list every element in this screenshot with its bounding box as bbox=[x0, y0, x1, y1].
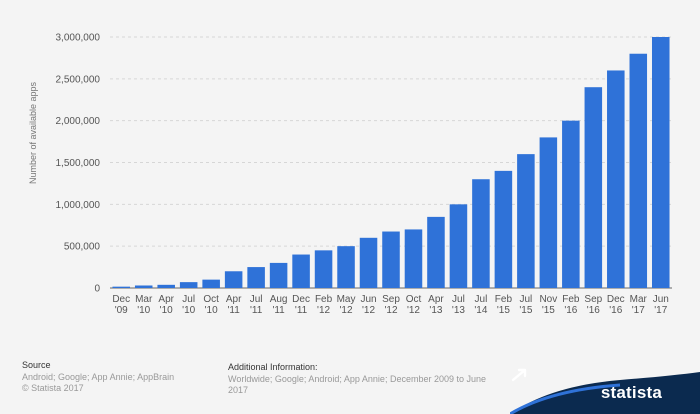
x-tick-label: Aug '11 bbox=[270, 294, 288, 316]
copyright-line: © Statista 2017 bbox=[22, 383, 84, 393]
x-tick-label: May '12 bbox=[337, 294, 356, 316]
y-tick-label: 500,000 bbox=[64, 242, 101, 253]
bar bbox=[134, 285, 153, 288]
y-axis-ticks: 0 500,000 1,000,000 1,500,000 2,000,000 2,500… bbox=[56, 33, 101, 295]
x-tick-label: Mar '10 bbox=[135, 294, 153, 316]
bar bbox=[359, 237, 378, 288]
bar bbox=[292, 254, 310, 288]
y-tick-label: 1,000,000 bbox=[56, 200, 101, 211]
bar bbox=[179, 282, 198, 288]
x-tick-label: Feb '16 bbox=[562, 294, 580, 316]
brand-arrow-icon bbox=[511, 368, 527, 382]
bar bbox=[449, 204, 468, 288]
x-tick-label: Jun '12 bbox=[360, 294, 376, 316]
x-tick-label: Apr '10 bbox=[158, 294, 174, 316]
bar bbox=[247, 267, 265, 288]
x-tick-label: Oct '12 bbox=[406, 294, 422, 316]
bar bbox=[472, 179, 490, 288]
x-tick-label: Jul '14 bbox=[474, 294, 487, 316]
bar bbox=[539, 137, 558, 288]
x-tick-label: Jul '15 bbox=[519, 294, 532, 316]
statista-logo: statista bbox=[510, 366, 700, 414]
additional-info-block: Additional Information: Worldwide; Googl… bbox=[228, 362, 518, 396]
bar bbox=[112, 286, 131, 288]
bar bbox=[224, 271, 243, 288]
x-tick-label: Nov '15 bbox=[539, 294, 557, 316]
bars bbox=[112, 37, 670, 289]
source-heading: Source bbox=[22, 360, 51, 370]
bar bbox=[202, 279, 220, 288]
brand-name: statista bbox=[600, 383, 662, 402]
x-tick-label: Jul '13 bbox=[452, 294, 465, 316]
x-tick-label: Sep '12 bbox=[382, 294, 400, 316]
bar bbox=[607, 70, 625, 288]
bar bbox=[427, 216, 445, 288]
bar bbox=[629, 53, 648, 288]
x-tick-label: Apr '13 bbox=[428, 294, 444, 316]
x-axis-ticks: Dec '09 Mar '10 Apr '10 Jul '10 Oct '10 Apr '11 Jul '… bbox=[112, 294, 668, 316]
y-tick-label: 3,000,000 bbox=[56, 33, 101, 44]
source-line: Android; Google; App Annie; AppBrain bbox=[22, 372, 175, 382]
bar bbox=[494, 170, 513, 288]
bar bbox=[157, 284, 175, 288]
y-tick-label: 0 bbox=[94, 284, 100, 295]
x-tick-label: Jul '10 bbox=[182, 294, 195, 316]
bar bbox=[404, 229, 423, 288]
y-axis-label: Number of available apps bbox=[28, 81, 38, 184]
y-tick-label: 2,500,000 bbox=[56, 74, 101, 85]
source-block: Source Android; Google; App Annie; AppBr… bbox=[22, 360, 174, 394]
x-tick-label: Apr '11 bbox=[226, 294, 242, 316]
x-tick-label: Dec '09 bbox=[112, 294, 130, 316]
x-tick-label: Dec '16 bbox=[607, 294, 625, 316]
y-tick-label: 1,500,000 bbox=[56, 158, 101, 169]
x-tick-label: Jul '11 bbox=[250, 294, 263, 316]
info-heading: Additional Information: bbox=[228, 362, 318, 372]
x-tick-label: Jun '17 bbox=[653, 294, 669, 316]
x-tick-label: Feb '15 bbox=[495, 294, 513, 316]
y-tick-label: 2,000,000 bbox=[56, 116, 101, 127]
bar bbox=[562, 120, 580, 289]
bar bbox=[337, 246, 355, 288]
bar bbox=[584, 87, 603, 288]
info-line: Worldwide; Google; Android; App Annie; D… bbox=[228, 374, 486, 384]
x-tick-label: Oct '10 bbox=[203, 294, 219, 316]
x-tick-label: Mar '17 bbox=[630, 294, 648, 316]
x-tick-label: Feb '12 bbox=[315, 294, 333, 316]
bar bbox=[269, 262, 288, 288]
logo-band bbox=[510, 372, 700, 414]
x-tick-label: Sep '16 bbox=[584, 294, 602, 316]
info-line-continued: 2017 bbox=[228, 385, 249, 395]
x-tick-label: Dec '11 bbox=[292, 294, 310, 316]
bar bbox=[314, 250, 333, 288]
bar bbox=[517, 154, 535, 288]
bar bbox=[651, 37, 670, 288]
bar bbox=[382, 231, 400, 288]
